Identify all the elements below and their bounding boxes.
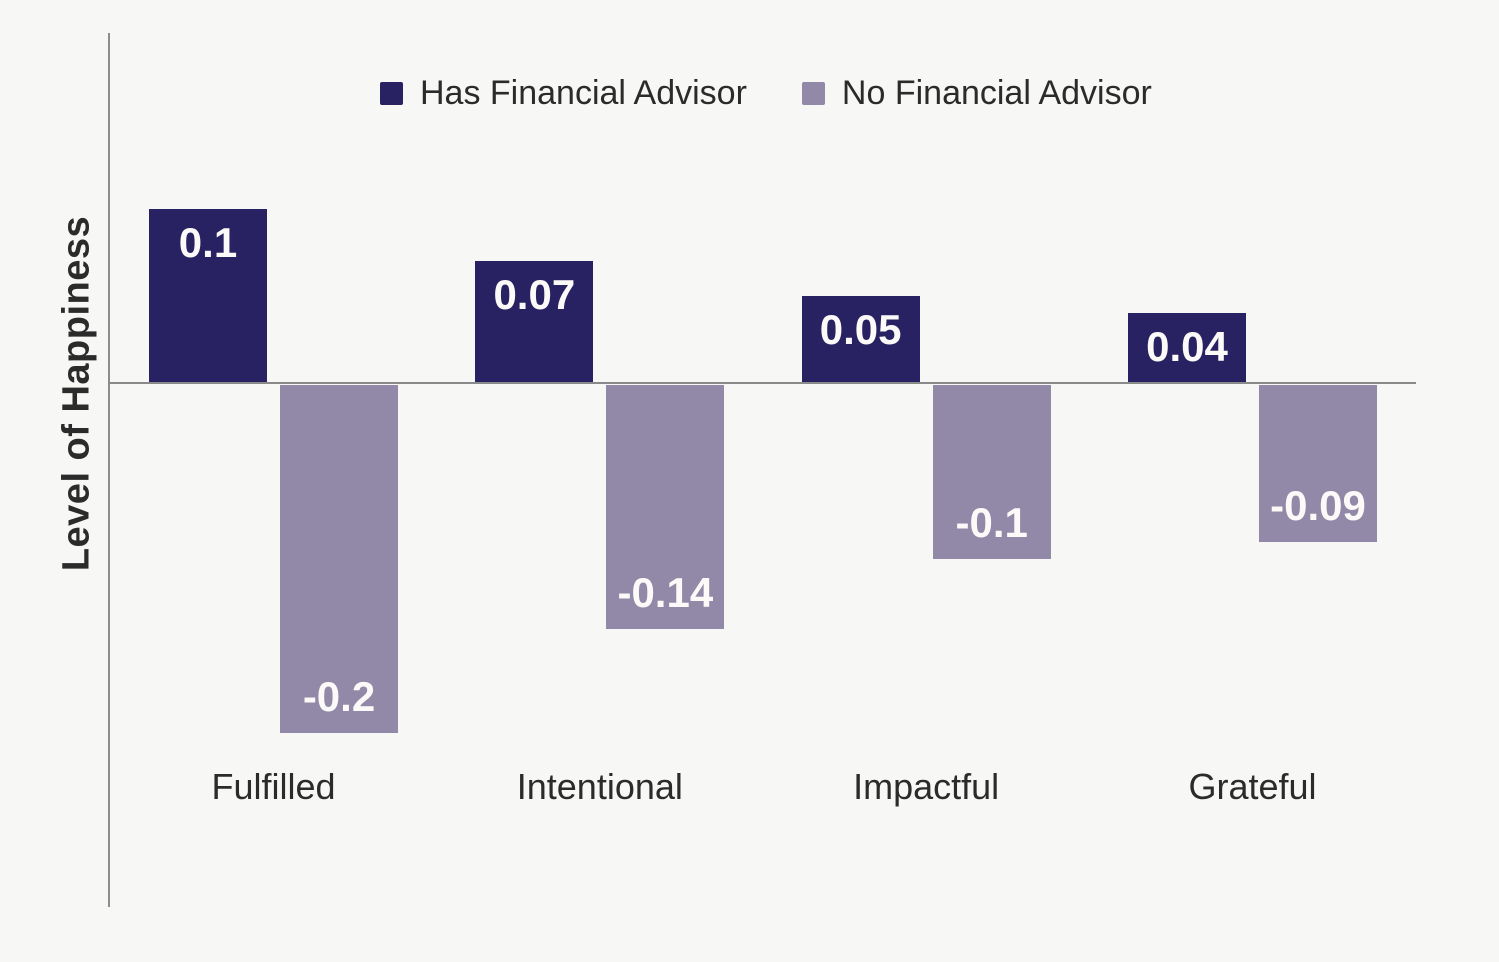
- category-label-impactful: Impactful: [853, 766, 1000, 807]
- bar-no-financial-advisor-fulfilled: -0.2: [280, 385, 398, 733]
- bar-has-financial-advisor-impactful: 0.05: [801, 296, 920, 383]
- bar-value-label: 0.1: [178, 219, 238, 266]
- bar-has-financial-advisor-fulfilled: 0.1: [149, 209, 267, 383]
- zero-baseline: [108, 382, 1416, 384]
- category-label-fulfilled: Fulfilled: [211, 766, 336, 807]
- bar-value-label: -0.09: [1270, 481, 1366, 529]
- bar-no-financial-advisor-impactful: -0.1: [932, 385, 1051, 559]
- bar-no-financial-advisor-grateful: -0.09: [1258, 385, 1377, 542]
- bar-no-financial-advisor-intentional: -0.14: [606, 385, 725, 629]
- bar-value-label: 0.05: [819, 306, 902, 353]
- legend-item-no-financial-advisor: No Financial Advisor: [801, 74, 1152, 113]
- legend-swatch-has-financial-advisor-icon: [380, 82, 403, 105]
- legend-item-has-financial-advisor: Has Financial Advisor: [380, 74, 747, 113]
- category-label-intentional: Intentional: [516, 766, 683, 807]
- category-label-grateful: Grateful: [1188, 766, 1317, 807]
- bar-value-label: 0.07: [493, 271, 576, 319]
- bar-value-label: -0.2: [302, 673, 376, 720]
- bar-has-financial-advisor-intentional: 0.07: [475, 261, 594, 383]
- legend-label-has-financial-advisor: Has Financial Advisor: [420, 74, 747, 112]
- bar-value-label: 0.04: [1146, 323, 1228, 371]
- legend-swatch-no-financial-advisor-icon: [801, 82, 825, 105]
- bar-has-financial-advisor-grateful: 0.04: [1127, 313, 1246, 383]
- bar-value-label: -0.14: [617, 568, 714, 616]
- y-axis-title: Level of Happiness: [55, 215, 98, 572]
- legend-label-no-financial-advisor: No Financial Advisor: [841, 74, 1152, 112]
- legend: Has Financial Advisor No Financial Advis…: [380, 74, 1152, 113]
- y-axis-line: [108, 33, 110, 907]
- bar-value-label: -0.1: [955, 499, 1028, 546]
